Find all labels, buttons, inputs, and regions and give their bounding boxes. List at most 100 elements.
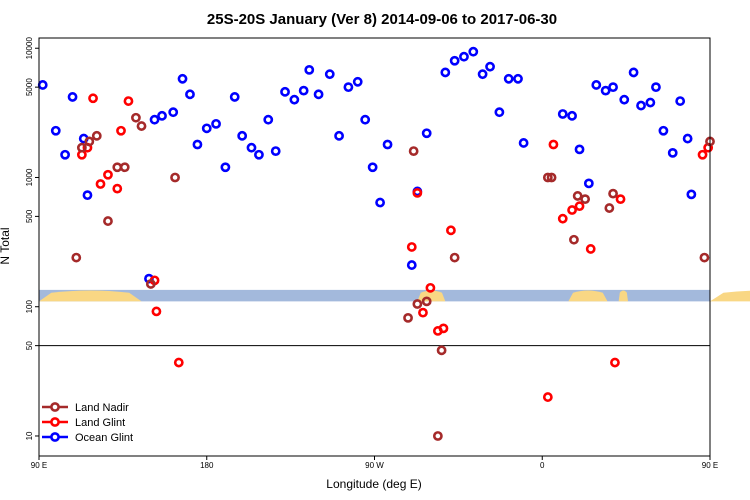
- y-tick-label: 10: [25, 431, 34, 440]
- ocean-glint-point: [421, 128, 432, 139]
- ocean-glint-point: [280, 86, 290, 97]
- x-tick-label: 180: [200, 461, 214, 470]
- land-nadir-point: [546, 172, 557, 183]
- land-nadir-point: [145, 279, 156, 289]
- land-nadir-point: [91, 130, 102, 141]
- plot-frame: [38, 37, 711, 457]
- y-axis-label: N Total: [0, 227, 12, 264]
- land-nadir-point: [408, 146, 419, 157]
- land-nadir-point: [604, 203, 615, 213]
- land-segment-5: [710, 290, 750, 302]
- ocean-glint-point: [313, 89, 324, 100]
- land-nadir-point: [136, 121, 147, 131]
- legend-marker: [50, 417, 60, 427]
- land-nadir-point: [699, 252, 710, 263]
- ocean-glint-point: [651, 82, 661, 93]
- legend-label: Ocean Glint: [75, 432, 133, 444]
- land-glint-point: [438, 323, 449, 334]
- land-nadir-point: [170, 172, 180, 183]
- land-nadir-point: [436, 345, 447, 356]
- ocean-glint-point: [574, 144, 585, 155]
- x-tick-label: 0: [540, 461, 545, 470]
- ocean-glint-point: [237, 130, 248, 141]
- ocean-glint-point: [367, 162, 378, 173]
- ocean-glint-point: [600, 85, 611, 96]
- land-nadir-point: [421, 296, 432, 307]
- ocean-glint-point: [557, 109, 568, 119]
- land-nadir-point: [103, 216, 113, 226]
- ocean-glint-point: [67, 92, 78, 102]
- ocean-glint-point: [157, 110, 167, 121]
- ocean-glint-point: [449, 55, 460, 66]
- land-nadir-point: [449, 252, 460, 263]
- land-nadir-point: [403, 312, 413, 323]
- ocean-glint-point: [263, 114, 274, 125]
- ocean-band: [39, 289, 710, 302]
- ocean-glint-point: [246, 142, 257, 153]
- ocean-glint-point: [192, 139, 203, 150]
- ocean-glint-point: [82, 190, 93, 201]
- land-nadir-point: [432, 431, 443, 441]
- ocean-glint-point: [289, 94, 300, 105]
- ocean-glint-point: [675, 96, 686, 106]
- land-glint-point: [548, 139, 559, 150]
- ocean-glint-point: [149, 114, 160, 125]
- land-glint-point: [116, 125, 126, 136]
- land-segment-1: [39, 290, 142, 302]
- land-nadir-point: [608, 188, 618, 199]
- x-tick-label: 90 E: [31, 461, 47, 470]
- ocean-glint-point: [513, 73, 523, 84]
- land-glint-point: [406, 242, 417, 252]
- ocean-glint-point: [343, 82, 354, 93]
- ocean-glint-point: [211, 118, 221, 129]
- ocean-glint-point: [50, 125, 61, 136]
- ocean-glint-point: [494, 107, 505, 118]
- land-nadir-point: [569, 234, 579, 245]
- ocean-glint-point: [177, 73, 188, 84]
- ocean-glint-point: [459, 51, 469, 62]
- land-ocean-band: [39, 289, 750, 302]
- y-axis: 10 50 100 500 1000 5000 10000: [25, 37, 39, 440]
- ocean-glint-point: [375, 197, 385, 208]
- ocean-glint-point: [220, 162, 231, 173]
- land-nadir-point: [572, 191, 583, 201]
- land-glint-point: [542, 392, 553, 402]
- ocean-glint-point: [686, 189, 697, 200]
- ocean-glint-point: [667, 147, 678, 158]
- y-tick-label: 1000: [25, 168, 34, 186]
- land-glint-point: [425, 282, 436, 293]
- ocean-glint-point: [352, 76, 363, 87]
- ocean-glint-point: [658, 125, 669, 136]
- land-glint-point: [112, 183, 123, 194]
- land-glint-point: [95, 179, 106, 189]
- ocean-glint-point: [645, 97, 656, 108]
- ocean-glint-point: [682, 133, 693, 144]
- ocean-glint-point: [185, 89, 195, 100]
- ocean-glint-point: [60, 149, 70, 160]
- legend-marker: [50, 432, 60, 442]
- y-tick-label: 5000: [25, 78, 34, 96]
- legend-marker: [50, 402, 60, 412]
- legend: Land Nadir Land Glint Ocean Glint: [42, 402, 133, 444]
- ocean-glint-point: [382, 139, 393, 150]
- land-glint-point: [173, 357, 184, 368]
- ocean-glint-point: [270, 146, 281, 157]
- x-axis: 90 E 180 90 W 0 90 E: [31, 456, 718, 470]
- ocean-glint-point: [37, 80, 48, 90]
- ocean-glint-point: [628, 67, 639, 78]
- land-nadir-point: [131, 112, 141, 123]
- ocean-glint-point: [229, 92, 240, 102]
- land-glint-point: [151, 306, 162, 317]
- land-glint-point: [585, 244, 596, 254]
- ocean-glint-point: [636, 100, 646, 111]
- ocean-glint-point: [406, 260, 417, 270]
- land-glint-point: [557, 213, 568, 224]
- land-nadir-point: [119, 162, 130, 173]
- land-nadir-point: [580, 194, 591, 205]
- ocean-glint-point: [201, 123, 212, 134]
- land-nadir-point: [412, 299, 423, 309]
- ocean-glint-point: [518, 138, 529, 148]
- data-points: [37, 46, 715, 441]
- ocean-glint-point: [324, 69, 335, 80]
